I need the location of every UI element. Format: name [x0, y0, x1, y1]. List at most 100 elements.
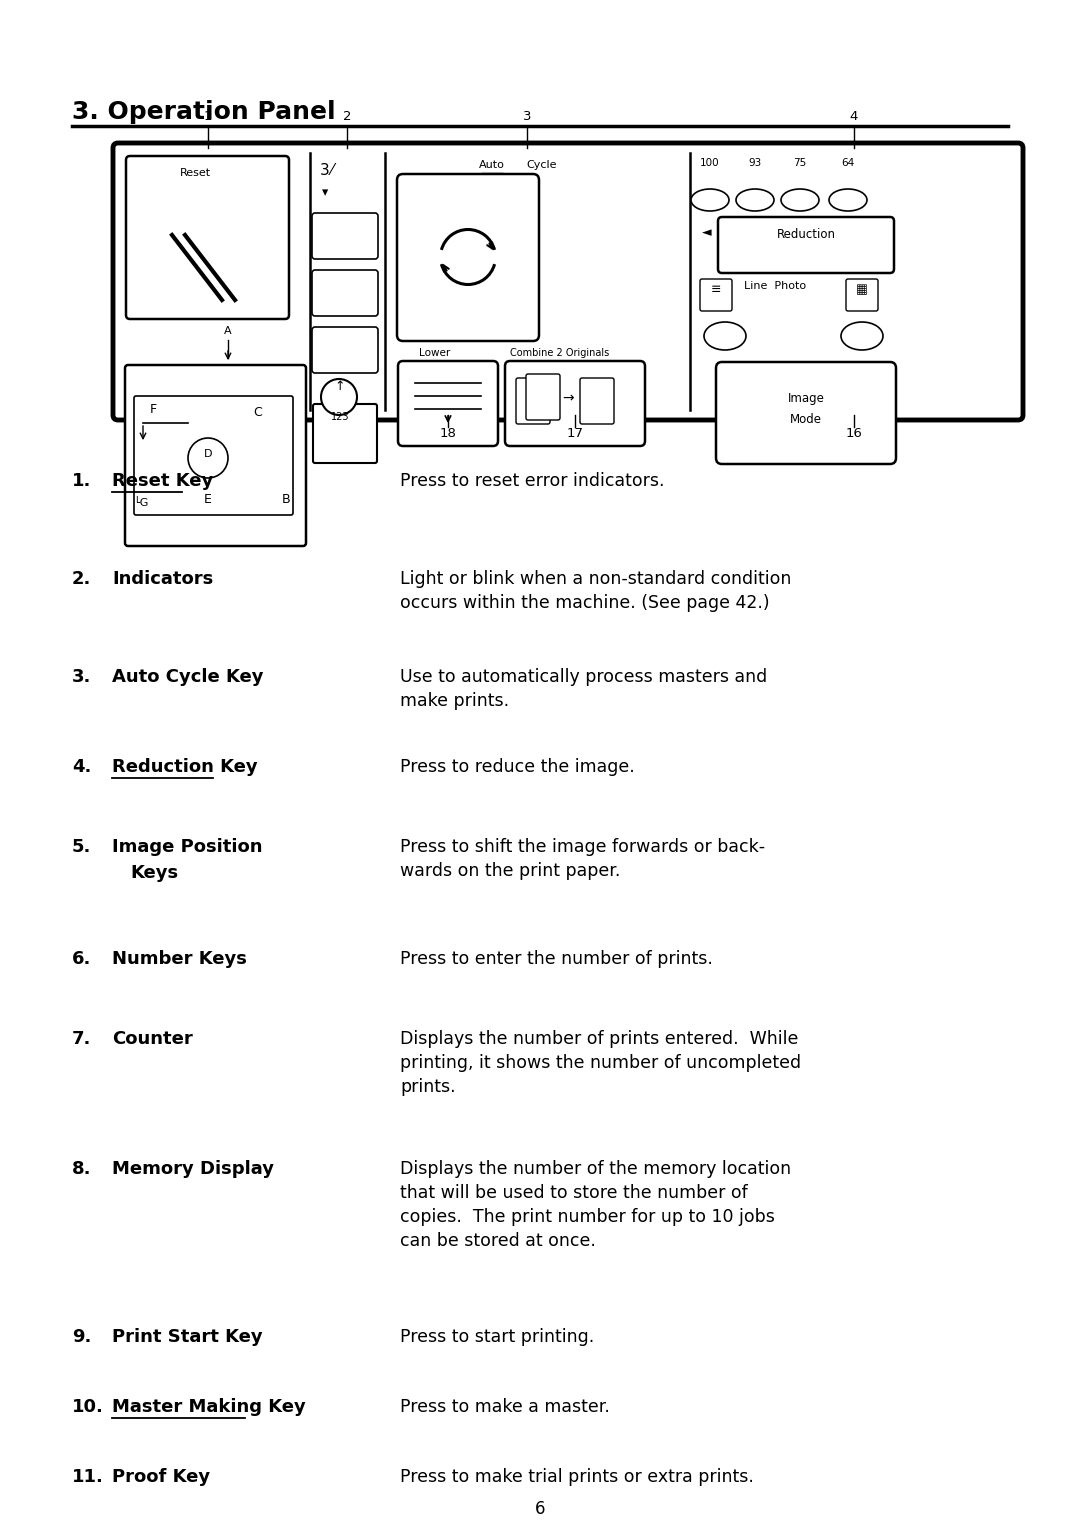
Text: 123: 123 — [330, 411, 349, 422]
Text: Image Position: Image Position — [112, 838, 262, 857]
Text: Press to reduce the image.: Press to reduce the image. — [400, 758, 635, 777]
Text: ↑: ↑ — [335, 381, 346, 393]
Text: Mode: Mode — [789, 413, 822, 427]
Text: 2: 2 — [342, 111, 351, 123]
Text: Press to reset error indicators.: Press to reset error indicators. — [400, 471, 664, 490]
Ellipse shape — [704, 322, 746, 350]
Text: copies.  The print number for up to 10 jobs: copies. The print number for up to 10 jo… — [400, 1208, 774, 1226]
Text: Proof Key: Proof Key — [112, 1467, 211, 1486]
Text: Print Start Key: Print Start Key — [112, 1328, 262, 1346]
Text: 64: 64 — [841, 158, 854, 167]
FancyBboxPatch shape — [718, 216, 894, 273]
FancyBboxPatch shape — [125, 365, 306, 546]
Circle shape — [188, 437, 228, 477]
Ellipse shape — [691, 189, 729, 210]
Text: ◄: ◄ — [702, 226, 712, 239]
Text: Displays the number of the memory location: Displays the number of the memory locati… — [400, 1160, 792, 1177]
Ellipse shape — [829, 189, 867, 210]
Text: Light or blink when a non-standard condition: Light or blink when a non-standard condi… — [400, 569, 792, 588]
Text: └G: └G — [133, 497, 148, 508]
FancyBboxPatch shape — [126, 157, 289, 319]
Text: ▦: ▦ — [856, 282, 868, 296]
Text: Press to start printing.: Press to start printing. — [400, 1328, 594, 1346]
Ellipse shape — [781, 189, 819, 210]
Text: 2.: 2. — [72, 569, 92, 588]
Ellipse shape — [841, 322, 883, 350]
Text: 18: 18 — [440, 427, 457, 441]
Text: ▾: ▾ — [322, 186, 328, 200]
FancyBboxPatch shape — [846, 279, 878, 312]
Text: 93: 93 — [748, 158, 761, 167]
Text: Lower: Lower — [419, 348, 450, 358]
Text: Press to make trial prints or extra prints.: Press to make trial prints or extra prin… — [400, 1467, 754, 1486]
FancyBboxPatch shape — [526, 375, 561, 421]
FancyBboxPatch shape — [313, 404, 377, 464]
Text: C: C — [254, 405, 262, 419]
Text: 4.: 4. — [72, 758, 92, 777]
FancyBboxPatch shape — [700, 279, 732, 312]
Text: Number Keys: Number Keys — [112, 950, 247, 969]
Text: 3.: 3. — [72, 668, 92, 686]
Circle shape — [321, 379, 357, 414]
Text: ≡: ≡ — [711, 282, 721, 296]
Text: 4: 4 — [850, 111, 859, 123]
Text: Use to automatically process masters and: Use to automatically process masters and — [400, 668, 767, 686]
FancyBboxPatch shape — [397, 173, 539, 341]
Text: 3: 3 — [523, 111, 531, 123]
Text: ⁄: ⁄ — [330, 163, 334, 178]
FancyBboxPatch shape — [716, 362, 896, 464]
Text: 9.: 9. — [72, 1328, 92, 1346]
Text: can be stored at once.: can be stored at once. — [400, 1233, 596, 1249]
Text: 8.: 8. — [72, 1160, 92, 1177]
Text: 5.: 5. — [72, 838, 92, 857]
Text: make prints.: make prints. — [400, 692, 509, 711]
Text: Auto: Auto — [480, 160, 505, 170]
Text: Reduction: Reduction — [777, 229, 836, 241]
Text: Displays the number of prints entered.  While: Displays the number of prints entered. W… — [400, 1030, 798, 1048]
Text: 7.: 7. — [72, 1030, 92, 1048]
FancyBboxPatch shape — [113, 143, 1023, 421]
Text: Cycle: Cycle — [527, 160, 557, 170]
Text: wards on the print paper.: wards on the print paper. — [400, 863, 620, 880]
FancyBboxPatch shape — [399, 361, 498, 447]
Text: 1.: 1. — [72, 471, 92, 490]
Text: 75: 75 — [794, 158, 807, 167]
Text: Memory Display: Memory Display — [112, 1160, 274, 1177]
Text: occurs within the machine. (See page 42.): occurs within the machine. (See page 42.… — [400, 594, 770, 612]
FancyBboxPatch shape — [134, 396, 293, 516]
Text: 100: 100 — [700, 158, 719, 167]
FancyBboxPatch shape — [312, 270, 378, 316]
FancyBboxPatch shape — [505, 361, 645, 447]
Text: 3: 3 — [320, 163, 329, 178]
Text: Counter: Counter — [112, 1030, 192, 1048]
FancyBboxPatch shape — [580, 378, 615, 424]
Text: 11.: 11. — [72, 1467, 104, 1486]
Text: Master Making Key: Master Making Key — [112, 1398, 306, 1415]
Text: Reset Key: Reset Key — [112, 471, 213, 490]
Text: Press to make a master.: Press to make a master. — [400, 1398, 610, 1415]
Text: 3. Operation Panel: 3. Operation Panel — [72, 100, 336, 124]
Text: Image: Image — [787, 391, 824, 405]
Text: 6.: 6. — [72, 950, 92, 969]
Text: B: B — [282, 493, 291, 507]
Text: 6: 6 — [535, 1500, 545, 1518]
Text: F: F — [149, 404, 157, 416]
Text: →: → — [563, 391, 573, 405]
Text: Combine 2 Originals: Combine 2 Originals — [511, 348, 609, 358]
Text: Reset: Reset — [180, 167, 211, 178]
Text: Keys: Keys — [130, 864, 178, 883]
Text: Reduction Key: Reduction Key — [112, 758, 258, 777]
Text: Line  Photo: Line Photo — [744, 281, 806, 292]
FancyBboxPatch shape — [516, 378, 550, 424]
FancyBboxPatch shape — [312, 213, 378, 259]
FancyBboxPatch shape — [312, 327, 378, 373]
Text: Indicators: Indicators — [112, 569, 213, 588]
Text: 16: 16 — [846, 427, 863, 441]
Text: A: A — [225, 325, 232, 336]
Text: that will be used to store the number of: that will be used to store the number of — [400, 1183, 747, 1202]
Text: prints.: prints. — [400, 1078, 456, 1096]
Text: 1: 1 — [204, 111, 213, 123]
Text: 10.: 10. — [72, 1398, 104, 1415]
Text: Auto Cycle Key: Auto Cycle Key — [112, 668, 264, 686]
Text: E: E — [204, 493, 212, 507]
